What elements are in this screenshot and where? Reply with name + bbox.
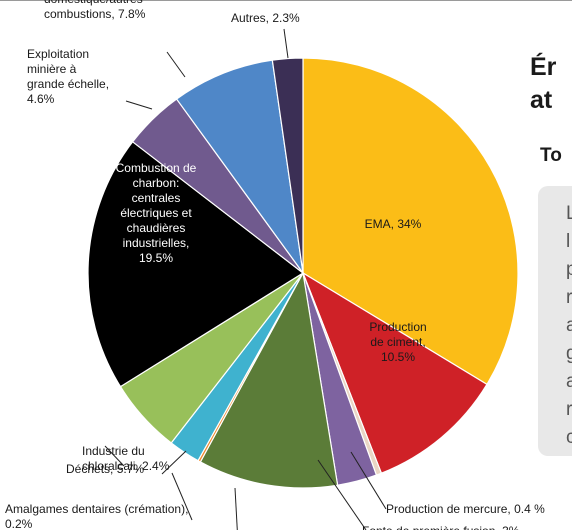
paragraph-fragment: r — [566, 287, 572, 308]
paragraph-fragment: l — [566, 231, 571, 252]
slice-label: Amalgames dentaires (crémation), 0.2% — [5, 502, 188, 530]
top-divider — [0, 0, 572, 1]
slice-label: Exploitation minière à grande échelle, 4.6% — [27, 47, 109, 106]
leader-line — [350, 451, 387, 510]
slice-label: Combustion de charbon: centrales électrique… — [116, 161, 197, 265]
slice-label: Production de mercure, 0.4 % — [386, 502, 545, 516]
pie-slice — [301, 271, 488, 474]
leader-line — [234, 487, 238, 530]
slice-label: Fonte de première fusion, 3% — [362, 524, 520, 530]
text-box — [538, 186, 572, 456]
slice-label: Chauffagedomestique/autrescombustions, 7… — [44, 0, 146, 21]
leader-line — [171, 472, 193, 521]
paragraph-fragment: a — [566, 315, 572, 336]
pie-slice — [271, 57, 304, 274]
pie-slice — [302, 57, 519, 386]
paragraph-fragment: c — [566, 427, 572, 448]
leader-line — [125, 100, 153, 110]
slice-label: Déchets, 5.7% — [66, 462, 144, 476]
page-title-line1: Ér — [530, 53, 557, 81]
leader-line — [166, 51, 186, 78]
page-title-line2: at — [530, 86, 553, 114]
paragraph-fragment: L — [566, 203, 572, 224]
paragraph-fragment: p — [566, 259, 572, 280]
leader-line — [104, 445, 125, 467]
section-subtitle: To — [540, 145, 562, 166]
slice-label: Industrie du chloralcali, 2.4% — [82, 444, 170, 473]
pie-slice — [199, 271, 339, 489]
paragraph-fragment: a — [566, 371, 572, 392]
leader-line — [161, 450, 187, 475]
slice-label: Autres, 2.3% — [231, 11, 300, 25]
pie-slice — [87, 140, 305, 388]
leader-line — [283, 28, 289, 59]
paragraph-fragment: r — [566, 399, 572, 420]
pie-slice — [175, 59, 304, 274]
slice-label: EMA, 34% — [365, 217, 422, 231]
paragraph-fragment: g — [566, 343, 572, 364]
slice-label: Production de ciment, 10.5% — [369, 320, 426, 364]
leader-line — [317, 459, 367, 530]
